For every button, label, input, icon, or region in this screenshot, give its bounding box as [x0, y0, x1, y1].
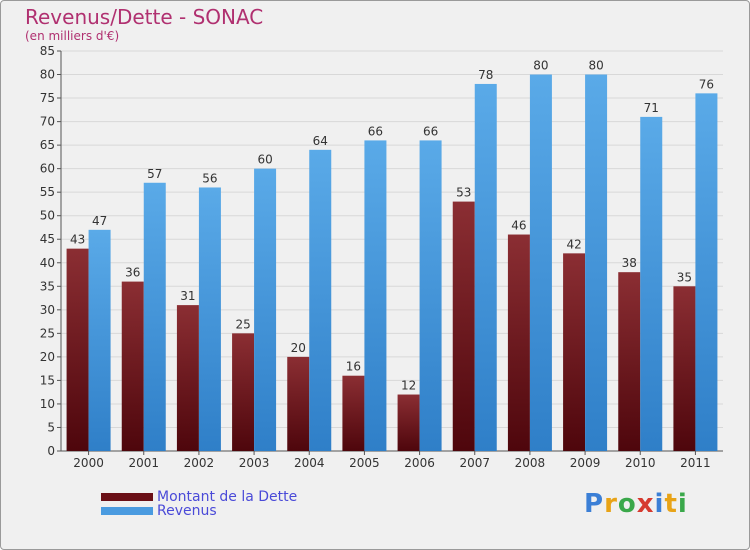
data-label-revenus: 76: [699, 77, 714, 91]
y-tick-label: 85: [40, 44, 55, 58]
bar-dette: [452, 201, 475, 451]
data-label-revenus: 64: [313, 134, 328, 148]
data-label-dette: 53: [456, 186, 471, 200]
logo-letter: P: [584, 489, 605, 519]
bar-revenus: [529, 74, 552, 451]
logo-letter: i: [677, 489, 688, 519]
data-label-dette: 36: [125, 266, 140, 280]
data-label-dette: 46: [511, 219, 526, 233]
x-tick-label: 2009: [570, 456, 601, 470]
bar-dette: [176, 305, 199, 451]
bar-revenus: [143, 182, 166, 451]
bar-dette: [673, 286, 696, 451]
logo-letter: x: [636, 489, 655, 519]
y-tick-label: 75: [40, 91, 55, 105]
y-tick-label: 30: [40, 303, 55, 317]
bar-revenus: [585, 74, 608, 451]
y-tick-label: 10: [40, 397, 55, 411]
data-label-dette: 43: [70, 233, 85, 247]
logo-letter: t: [664, 489, 678, 519]
data-label-dette: 31: [180, 289, 195, 303]
bar-revenus: [695, 93, 718, 452]
x-tick-label: 2007: [459, 456, 490, 470]
x-tick-label: 2004: [294, 456, 325, 470]
bar-revenus: [198, 187, 221, 451]
y-tick-label: 50: [40, 209, 55, 223]
bar-revenus: [254, 168, 277, 451]
data-label-revenus: 71: [644, 101, 659, 115]
y-tick-label: 70: [40, 115, 55, 129]
data-label-revenus: 57: [147, 167, 162, 181]
data-label-revenus: 80: [533, 59, 548, 73]
x-tick-label: 2008: [515, 456, 546, 470]
legend-item-revenus: Revenus: [101, 503, 217, 519]
y-tick-label: 55: [40, 185, 55, 199]
bar-dette: [618, 272, 641, 451]
logo-letter: i: [654, 489, 665, 519]
logo-letter: o: [617, 489, 637, 519]
y-tick-label: 45: [40, 232, 55, 246]
data-label-revenus: 56: [202, 171, 217, 185]
bars: [66, 74, 718, 452]
y-tick-label: 40: [40, 256, 55, 270]
bar-dette: [121, 281, 144, 451]
x-tick-label: 2006: [404, 456, 435, 470]
bar-dette: [232, 333, 255, 451]
bar-revenus: [640, 116, 663, 451]
x-tick-label: 2000: [73, 456, 104, 470]
bar-dette: [507, 234, 530, 451]
bar-dette: [397, 394, 420, 451]
bar-revenus: [364, 140, 387, 452]
data-label-revenus: 66: [423, 124, 438, 138]
data-label-dette: 42: [566, 237, 581, 251]
bar-dette: [563, 253, 586, 451]
x-tick-label: 2010: [625, 456, 656, 470]
legend-label-revenus: Revenus: [157, 503, 217, 519]
y-tick-label: 35: [40, 279, 55, 293]
data-label-revenus: 66: [368, 124, 383, 138]
bar-revenus: [474, 83, 497, 452]
y-tick-label: 25: [40, 326, 55, 340]
data-label-dette: 12: [401, 379, 416, 393]
axes: 0 5 10 15 20 25 30 35 40 45 50 55 60 65 70 75 80 85 2000 20…: [40, 44, 723, 470]
bar-dette: [342, 375, 365, 451]
data-label-revenus: 80: [588, 59, 603, 73]
data-label-dette: 25: [235, 317, 250, 331]
y-tick-label: 80: [40, 68, 55, 82]
data-label-dette: 35: [677, 270, 692, 284]
x-tick-label: 2011: [680, 456, 711, 470]
legend-label-dette: Montant de la Dette: [157, 489, 298, 505]
bar-dette: [287, 356, 310, 451]
x-tick-label: 2002: [184, 456, 215, 470]
logo-letter: r: [604, 489, 618, 519]
y-tick-label: 15: [40, 373, 55, 387]
x-tick-label: 2001: [128, 456, 159, 470]
legend-swatch-revenus: [101, 507, 153, 515]
data-label-dette: 16: [346, 360, 361, 374]
data-label-dette: 38: [622, 256, 637, 270]
y-tick-label: 0: [47, 444, 55, 458]
y-tick-label: 60: [40, 162, 55, 176]
proxiti-logo: Proxiti: [584, 489, 688, 519]
bar-revenus: [419, 140, 442, 452]
chart-title: Revenus/Dette - SONAC: [25, 5, 264, 29]
data-label-dette: 20: [291, 341, 306, 355]
chart-subtitle: (en milliers d'€): [25, 29, 120, 43]
bar-dette: [66, 248, 89, 451]
x-tick-label: 2005: [349, 456, 380, 470]
legend-item-dette: Montant de la Dette: [101, 489, 297, 505]
data-label-revenus: 78: [478, 68, 493, 82]
x-tick-label: 2003: [239, 456, 270, 470]
y-tick-label: 65: [40, 138, 55, 152]
data-label-revenus: 47: [92, 214, 107, 228]
data-labels: 43 47 36 57 31 56 25 60 20 64 16 66 12 66 53 78 46 80 42 80…: [70, 59, 714, 393]
legend-swatch-dette: [101, 493, 153, 501]
data-label-revenus: 60: [257, 153, 272, 167]
bar-revenus: [309, 149, 332, 451]
y-tick-label: 20: [40, 350, 55, 364]
bar-revenus: [88, 229, 111, 451]
y-tick-label: 5: [47, 420, 55, 434]
